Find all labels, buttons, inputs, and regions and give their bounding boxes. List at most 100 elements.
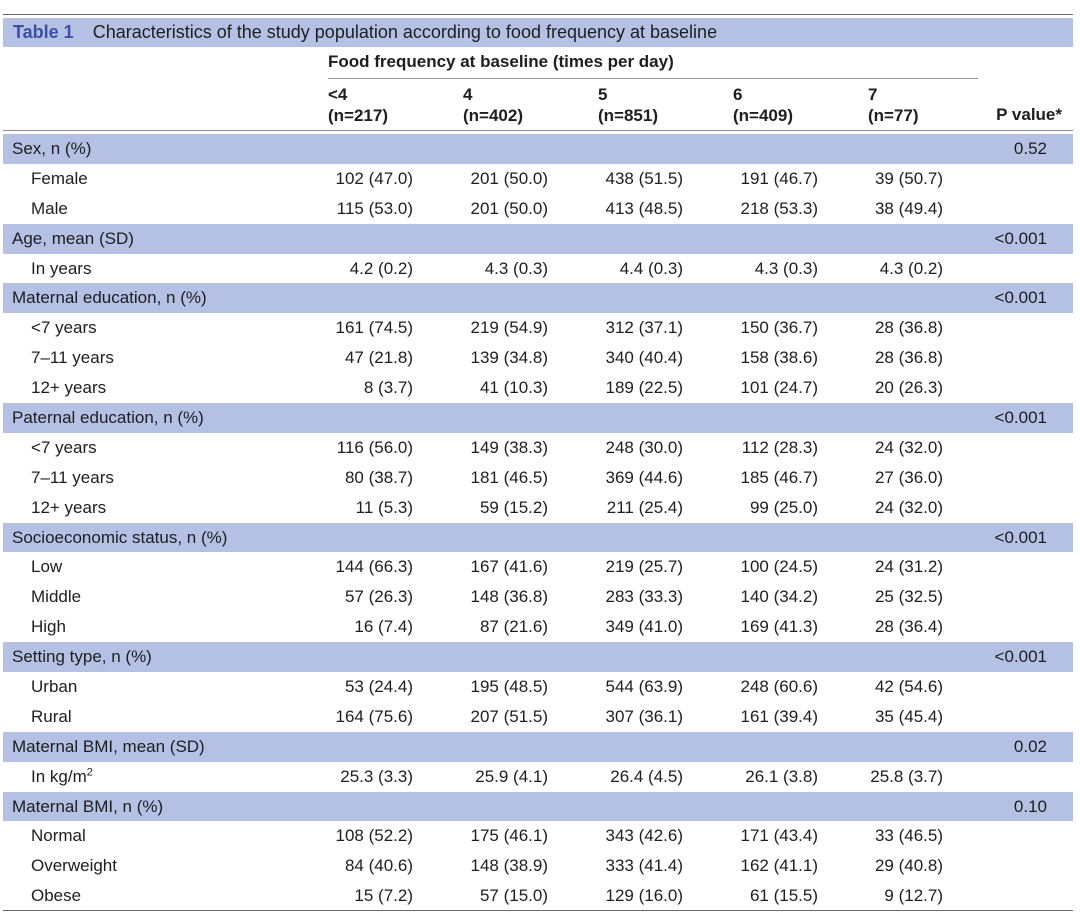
row-label-text: 7–11 years — [31, 348, 114, 368]
table-cell: 102 (47.0) — [335, 168, 414, 188]
table-row: <7 years 161 (74.5) 219 (54.9) 312 (37.1) 15… — [3, 313, 1073, 343]
table-cell: 191 (46.7) — [740, 168, 819, 188]
group-label: Age, mean (SD) — [12, 229, 134, 249]
table-row: 12+ years 8 (3.7) 41 (10.3) 189 (22.5) 101 (… — [3, 373, 1073, 403]
table-row: Obese 15 (7.2) 57 (15.0) 129 (16.0) 61 (15.5… — [3, 881, 1073, 911]
row-label: Low — [31, 557, 62, 577]
column-header-4: 4 (n=402) — [463, 84, 523, 126]
table-cell: 189 (22.5) — [605, 378, 684, 398]
row-label-text: Paternal education, n (%) — [12, 407, 204, 427]
table-cell: 162 (41.1) — [740, 856, 819, 876]
row-label: 12+ years — [31, 498, 106, 518]
row-label-text: Obese — [31, 886, 82, 906]
table-cell: 15 (7.2) — [354, 886, 413, 906]
column-header-n: (n=851) — [598, 106, 658, 125]
row-label-text: Age, mean (SD) — [12, 228, 134, 248]
row-label: <7 years — [31, 318, 97, 338]
table-cell: 80 (38.7) — [344, 467, 413, 487]
table-cell: 26.1 (3.8) — [745, 766, 818, 786]
table-cell: 333 (41.4) — [605, 856, 684, 876]
table-cell: 218 (53.3) — [740, 198, 819, 218]
table-bottom-rule — [3, 910, 1073, 911]
row-label: Urban — [31, 677, 77, 697]
superscript: 2 — [86, 765, 93, 778]
row-label-text: Setting type, n (%) — [12, 647, 152, 667]
column-spanner-header: Food frequency at baseline (times per da… — [328, 52, 674, 71]
column-header-n: (n=402) — [463, 106, 523, 125]
row-label-text: Rural — [31, 706, 72, 726]
table-cell: 343 (42.6) — [605, 826, 684, 846]
table-cell: 8 (3.7) — [363, 378, 413, 398]
row-label: <7 years — [31, 438, 97, 458]
table-cell: 149 (38.3) — [470, 437, 549, 457]
row-label: Female — [31, 169, 88, 189]
table-row: Female 102 (47.0) 201 (50.0) 438 (51.5) 191 … — [3, 164, 1073, 194]
row-label: 12+ years — [31, 378, 106, 398]
table-cell: 4.3 (0.3) — [754, 258, 818, 278]
column-header-n: (n=409) — [733, 106, 793, 125]
table-group-row: Maternal BMI, mean (SD) 0.02 — [3, 731, 1073, 762]
table-cell: 24 (32.0) — [874, 437, 943, 457]
row-label-text: Socioeconomic status, n (%) — [12, 527, 228, 547]
row-label-text: In years — [31, 258, 92, 278]
table-cell: 53 (24.4) — [344, 676, 413, 696]
table-cell: 164 (75.6) — [335, 706, 414, 726]
table-title: Characteristics of the study population … — [92, 22, 718, 42]
table-cell: 101 (24.7) — [740, 378, 819, 398]
p-value-cell: 0.52 — [1013, 138, 1047, 158]
p-value-cell: <0.001 — [994, 228, 1047, 248]
table-top-rule — [3, 14, 1073, 15]
table-cell: 340 (40.4) — [605, 348, 684, 368]
table-row: <7 years 116 (56.0) 149 (38.3) 248 (30.0) 11… — [3, 433, 1073, 463]
table-row: In years 4.2 (0.2) 4.3 (0.3) 4.4 (0.3) 4.3 (… — [3, 254, 1073, 284]
table-group-row: Socioeconomic status, n (%) <0.001 — [3, 522, 1073, 553]
table-cell: 369 (44.6) — [605, 467, 684, 487]
table-cell: 248 (30.0) — [605, 437, 684, 457]
table-row: Overweight 84 (40.6) 148 (38.9) 333 (41.4) 1… — [3, 851, 1073, 881]
column-header-6: 6 (n=409) — [733, 84, 793, 126]
table-cell: 4.2 (0.2) — [349, 258, 413, 278]
row-label-text: Male — [31, 198, 68, 218]
row-label-text: Normal — [31, 826, 86, 846]
group-label: Socioeconomic status, n (%) — [12, 528, 227, 548]
row-label-text: Urban — [31, 676, 78, 696]
table-cell: 207 (51.5) — [470, 706, 549, 726]
table-cell: 139 (34.8) — [470, 348, 549, 368]
row-label: High — [31, 617, 66, 637]
row-label-text: Middle — [31, 587, 82, 607]
table-row: Rural 164 (75.6) 207 (51.5) 307 (36.1) 161 (… — [3, 702, 1073, 732]
table-cell: 84 (40.6) — [344, 856, 413, 876]
row-label-text: Female — [31, 168, 88, 188]
row-label: Overweight — [31, 856, 117, 876]
column-header-lt4: <4 (n=217) — [328, 84, 388, 126]
row-label: In years — [31, 259, 91, 279]
table-cell: 150 (36.7) — [740, 318, 819, 338]
row-label: Normal — [31, 826, 86, 846]
table-row: Normal 108 (52.2) 175 (46.1) 343 (42.6) 171 … — [3, 821, 1073, 851]
table-cell: 171 (43.4) — [740, 826, 819, 846]
table-cell: 349 (41.0) — [605, 617, 684, 637]
table-cell: 59 (15.2) — [479, 497, 548, 517]
table-cell: 219 (54.9) — [470, 318, 549, 338]
row-label: Obese — [31, 886, 81, 906]
table-cell: 129 (16.0) — [605, 886, 684, 906]
row-label: 7–11 years — [31, 348, 114, 368]
column-header-value: 7 — [868, 85, 878, 104]
row-label-text: Maternal BMI, mean (SD) — [12, 736, 205, 756]
p-value-cell: <0.001 — [994, 407, 1047, 427]
table-group-row: Maternal education, n (%) <0.001 — [3, 283, 1073, 314]
table-cell: 219 (25.7) — [605, 557, 684, 577]
table-cell: 413 (48.5) — [605, 198, 684, 218]
p-value-cell: <0.001 — [994, 288, 1047, 308]
table-row: High 16 (7.4) 87 (21.6) 349 (41.0) 169 (41.3… — [3, 612, 1073, 642]
row-label: Male — [31, 199, 68, 219]
table-cell: 181 (46.5) — [470, 467, 549, 487]
table-group-row: Sex, n (%) 0.52 — [3, 134, 1073, 164]
table-cell: 185 (46.7) — [740, 467, 819, 487]
table-cell: 158 (38.6) — [740, 348, 819, 368]
column-header-7: 7 (n=77) — [868, 84, 919, 126]
table-group-row: Setting type, n (%) <0.001 — [3, 642, 1073, 673]
table-cell: 29 (40.8) — [874, 856, 943, 876]
table-cell: 108 (52.2) — [335, 826, 414, 846]
table-cell: 24 (32.0) — [874, 497, 943, 517]
